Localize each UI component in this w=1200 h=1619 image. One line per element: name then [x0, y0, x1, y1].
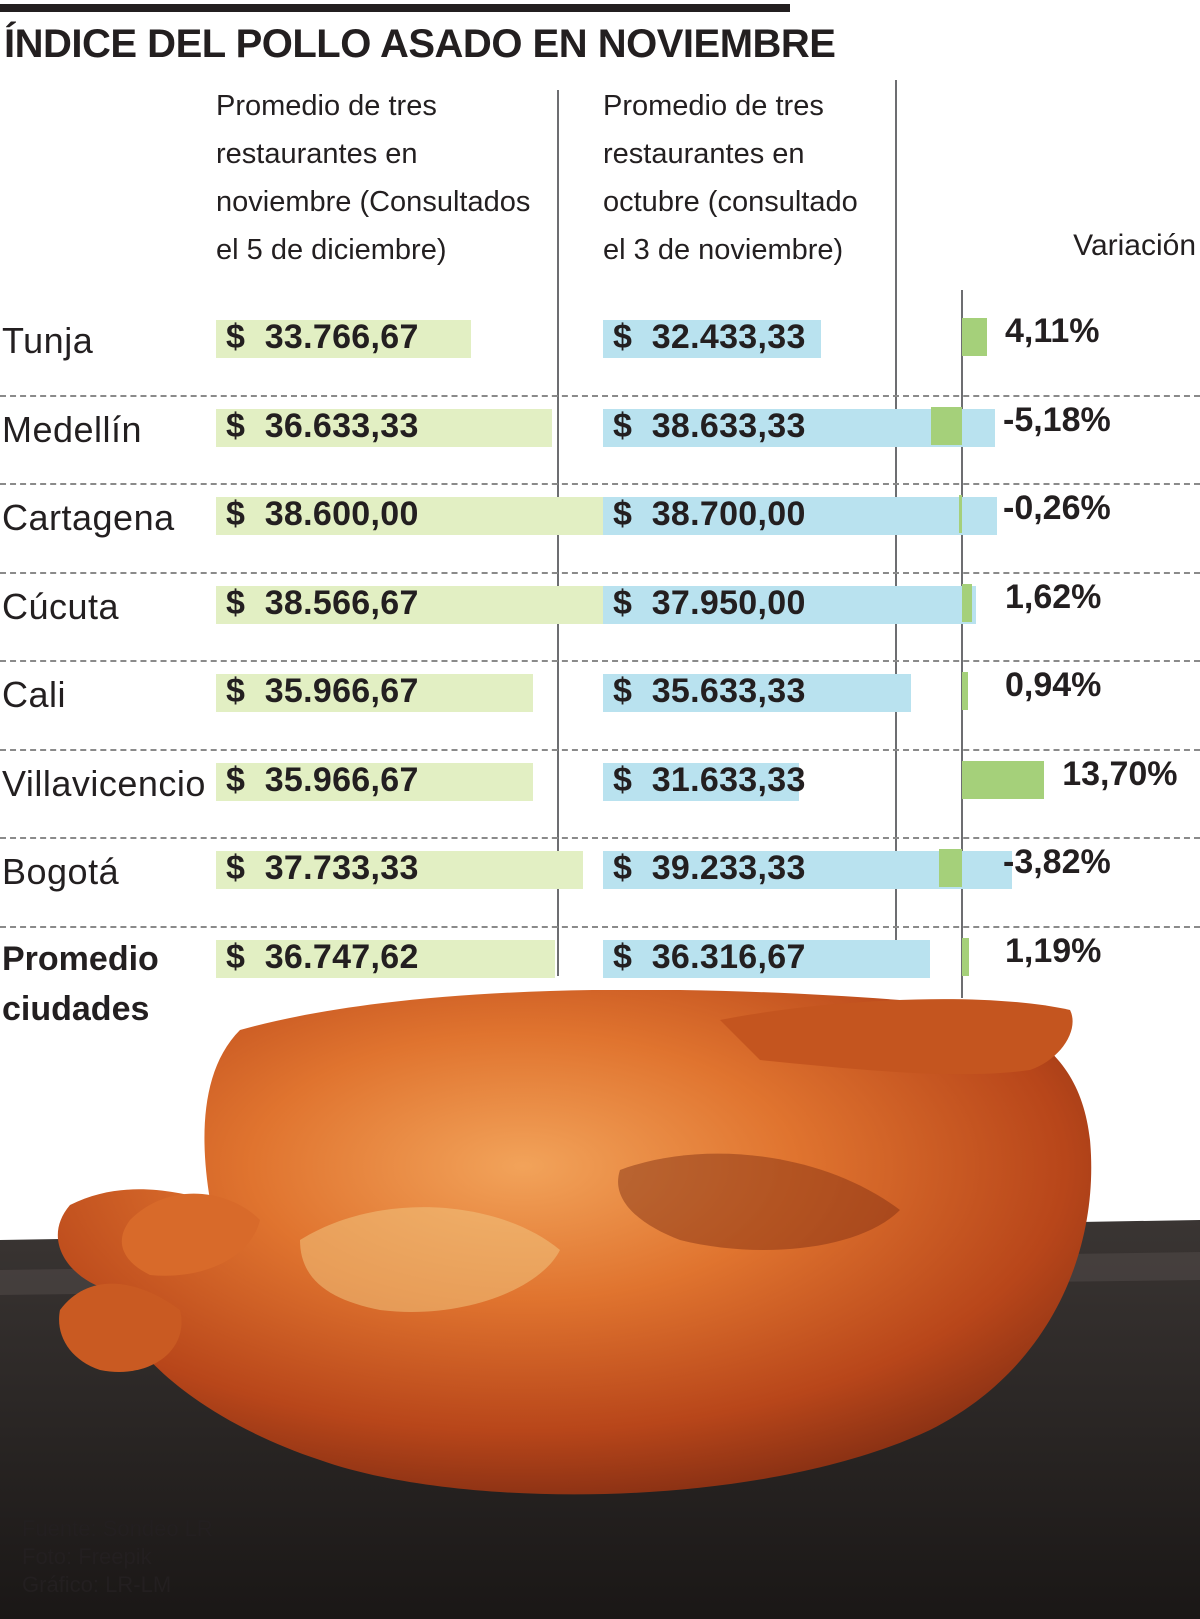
header-november: Promedio de tres restaurantes en noviemb… — [216, 90, 531, 266]
variation-axis — [961, 290, 963, 998]
bar-november — [216, 762, 534, 801]
row-divider — [0, 483, 1200, 485]
bar-november — [216, 320, 472, 358]
bar-november — [216, 851, 583, 889]
bar-october — [603, 762, 799, 801]
bar-november — [216, 408, 552, 447]
bar-variation — [962, 318, 987, 356]
value-november: $ 36.633,33 — [226, 406, 419, 445]
city-label: Medellín — [2, 408, 143, 450]
value-november: $ 38.566,67 — [226, 583, 419, 622]
value-october: $ 36.316,67 — [613, 937, 806, 976]
value-variation: -5,18% — [1003, 400, 1111, 439]
credit-source: Fuente: Sondeo LR — [22, 1516, 213, 1541]
row-divider — [0, 571, 1200, 574]
value-november: $ 38.600,00 — [226, 495, 419, 533]
chart-title: ÍNDICE DEL POLLO ASADO EN NOVIEMBRE — [4, 22, 836, 66]
chicken-wing-right — [720, 999, 1073, 1075]
value-variation: -3,82% — [1003, 843, 1111, 881]
city-label: Villavicencio — [2, 762, 206, 804]
city-label: Tunja — [2, 320, 94, 361]
credit-photo: Foto: Freepik — [22, 1544, 152, 1569]
row-divider — [0, 748, 1200, 751]
value-october: $ 35.633,33 — [613, 672, 806, 710]
bar-october — [603, 408, 995, 447]
value-november: $ 35.966,67 — [226, 672, 419, 710]
bar-variation — [962, 583, 972, 622]
bar-october — [603, 939, 930, 978]
roast-chicken-photo — [0, 990, 1200, 1619]
value-variation: 4,11% — [1005, 312, 1100, 350]
bar-variation — [959, 495, 962, 533]
value-november: $ 36.747,62 — [226, 937, 419, 976]
value-variation: -0,26% — [1003, 489, 1111, 527]
value-variation: 0,94% — [1005, 666, 1102, 704]
bar-november — [216, 674, 534, 712]
chicken-body — [57, 990, 1092, 1495]
header-october: Promedio de tres restaurantes en octubre… — [603, 90, 858, 266]
row-divider — [0, 837, 1200, 839]
value-november: $ 35.966,67 — [226, 760, 419, 799]
city-label: Cali — [2, 674, 67, 715]
value-october: $ 38.633,33 — [613, 406, 806, 445]
city-label: Cúcuta — [2, 585, 120, 627]
bar-variation — [939, 849, 962, 887]
value-variation: 1,62% — [1005, 577, 1102, 616]
bar-variation — [962, 672, 968, 710]
bar-october — [603, 320, 822, 358]
bar-variation — [962, 760, 1045, 799]
chicken-wing-left — [121, 1193, 260, 1276]
bar-variation — [962, 937, 970, 976]
title-rule — [0, 4, 790, 12]
credits: Fuente: Sondeo LR Foto: Freepik Gráfico:… — [22, 1515, 213, 1599]
value-variation: 13,70% — [1062, 754, 1178, 793]
credit-graphic: Gráfico: LR-LM — [22, 1572, 172, 1597]
row-divider — [0, 660, 1200, 662]
value-november: $ 33.766,67 — [226, 318, 419, 356]
bar-november — [216, 939, 555, 978]
city-label: Promedio ciudades — [2, 939, 159, 1028]
bar-november — [216, 585, 606, 624]
bar-october — [603, 585, 976, 624]
value-variation: 1,19% — [1005, 931, 1102, 970]
chicken-leg — [59, 1283, 182, 1372]
bar-october — [603, 497, 997, 535]
value-october: $ 38.700,00 — [613, 495, 806, 533]
header-variation: Variación — [1073, 229, 1196, 262]
value-october: $ 37.950,00 — [613, 583, 806, 622]
value-october: $ 39.233,33 — [613, 849, 806, 887]
bar-october — [603, 674, 911, 712]
bar-november — [216, 497, 607, 535]
city-label: Cartagena — [2, 497, 175, 538]
value-october: $ 32.433,33 — [613, 318, 806, 356]
row-divider — [0, 925, 1200, 928]
row-divider — [0, 394, 1200, 397]
city-label: Bogotá — [2, 851, 120, 892]
bar-variation — [930, 406, 962, 445]
value-october: $ 31.633,33 — [613, 760, 806, 799]
value-november: $ 37.733,33 — [226, 849, 419, 887]
